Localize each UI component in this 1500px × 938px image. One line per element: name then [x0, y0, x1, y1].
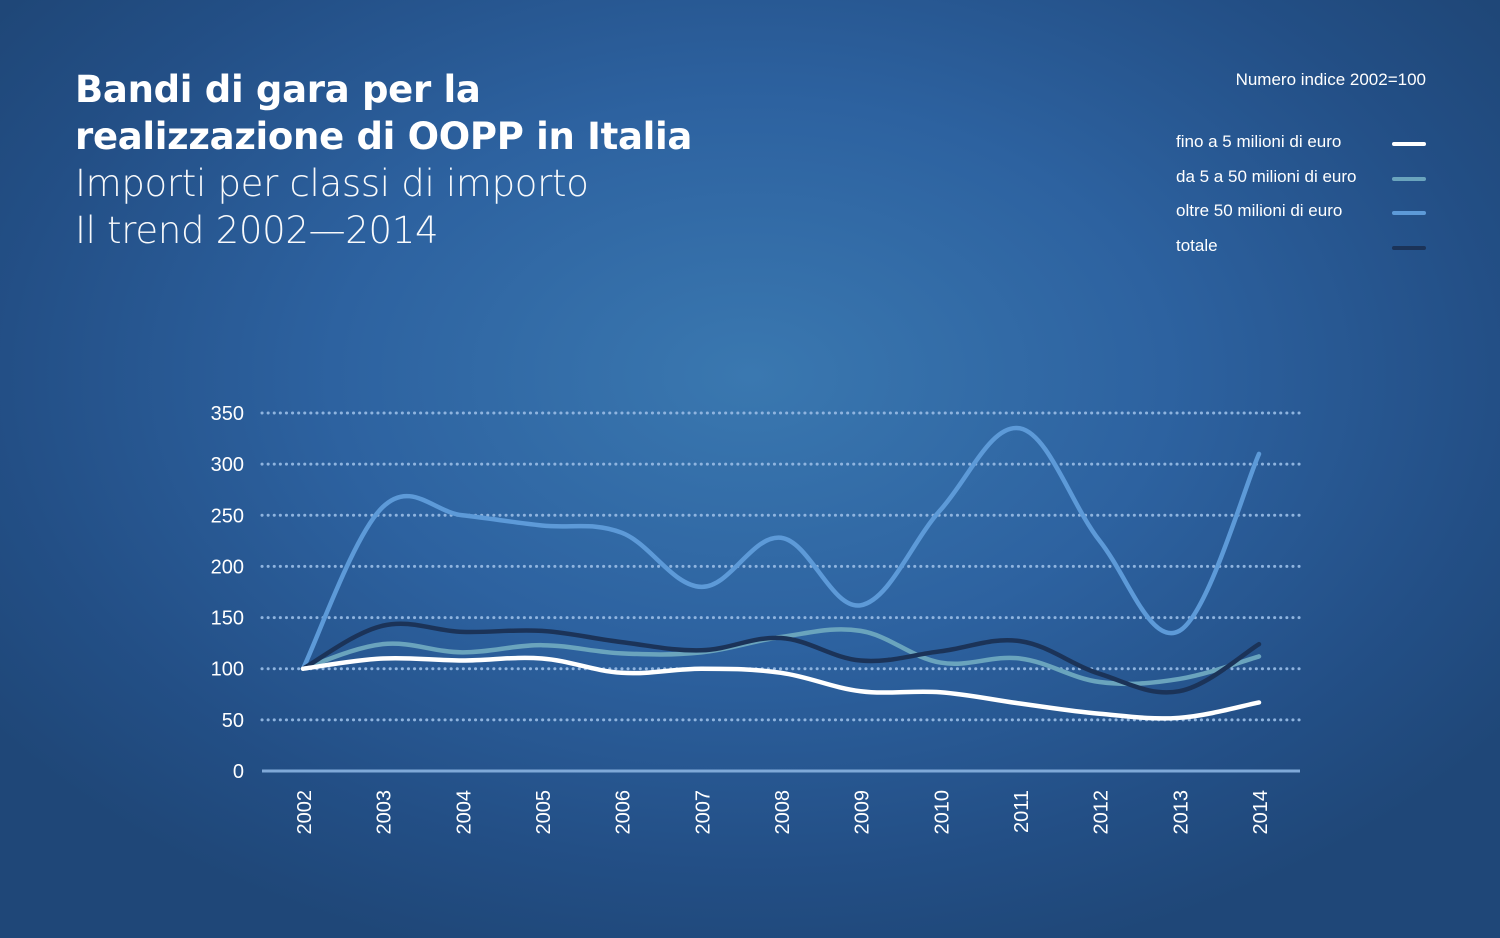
series-line-totale: [300, 621, 1262, 695]
chart-title-line-1: Bandi di gara per la: [75, 68, 481, 111]
chart-subtitle-line-1: Importi per classi di importo: [75, 162, 589, 205]
chart-title-block: Bandi di gara per la realizzazione di OO…: [75, 66, 692, 254]
x-tick-label: 2007: [692, 790, 714, 835]
y-axis-ticks: 0 50 100 150 200 250 300 350: [211, 403, 244, 783]
legend-swatch: [1392, 142, 1426, 146]
series-line-fino-a-5: [300, 655, 1262, 721]
legend: fino a 5 milioni di euro da 5 a 50 milio…: [1176, 132, 1426, 270]
y-tick-label: 300: [211, 454, 244, 476]
x-tick-label: 2005: [533, 790, 555, 835]
chart-title-line-2: realizzazione di OOPP in Italia: [75, 115, 693, 158]
y-tick-label: 350: [211, 403, 244, 425]
series-line-oltre-50: [300, 425, 1262, 671]
x-tick-label: 2011: [1011, 790, 1033, 833]
series-lines: [300, 425, 1262, 721]
legend-label: totale: [1176, 235, 1218, 255]
legend-item-oltre-50: oltre 50 milioni di euro: [1176, 201, 1426, 236]
x-tick-label: 2004: [453, 790, 475, 835]
x-tick-label: 2003: [374, 790, 396, 835]
legend-swatch: [1392, 211, 1426, 215]
y-tick-label: 100: [211, 659, 244, 681]
y-tick-label: 200: [211, 556, 244, 578]
x-tick-label: 2010: [931, 790, 953, 835]
y-tick-label: 0: [233, 761, 244, 783]
x-tick-label: 2013: [1170, 790, 1192, 835]
legend-label: fino a 5 milioni di euro: [1176, 132, 1342, 151]
x-tick-label: 2014: [1250, 790, 1272, 835]
x-tick-label: 2002: [294, 790, 316, 835]
grid-lines: [260, 411, 1302, 773]
y-tick-label: 50: [222, 710, 244, 732]
legend-label: oltre 50 milioni di euro: [1176, 201, 1343, 220]
y-tick-label: 250: [211, 505, 244, 527]
x-tick-label: 2009: [852, 790, 874, 835]
y-tick-label: 150: [211, 608, 244, 630]
legend-item-totale: totale: [1176, 236, 1426, 271]
x-tick-label: 2008: [772, 790, 794, 835]
legend-item-fino-a-5: fino a 5 milioni di euro: [1176, 132, 1426, 167]
x-axis-ticks: 2002 2003 2004 2005 2006 2007 2008 2009 2010 2011…: [294, 790, 1272, 835]
chart-subtitle-line-2: Il trend 2002—2014: [75, 209, 439, 252]
index-note: Numero indice 2002=100: [1235, 70, 1426, 89]
legend-swatch: [1392, 245, 1426, 250]
legend-label: da 5 a 50 milioni di euro: [1176, 166, 1357, 186]
legend-swatch: [1392, 176, 1426, 181]
x-tick-label: 2006: [613, 790, 635, 835]
x-tick-label: 2012: [1091, 790, 1113, 835]
legend-item-da-5-a-50: da 5 a 50 milioni di euro: [1176, 167, 1426, 202]
